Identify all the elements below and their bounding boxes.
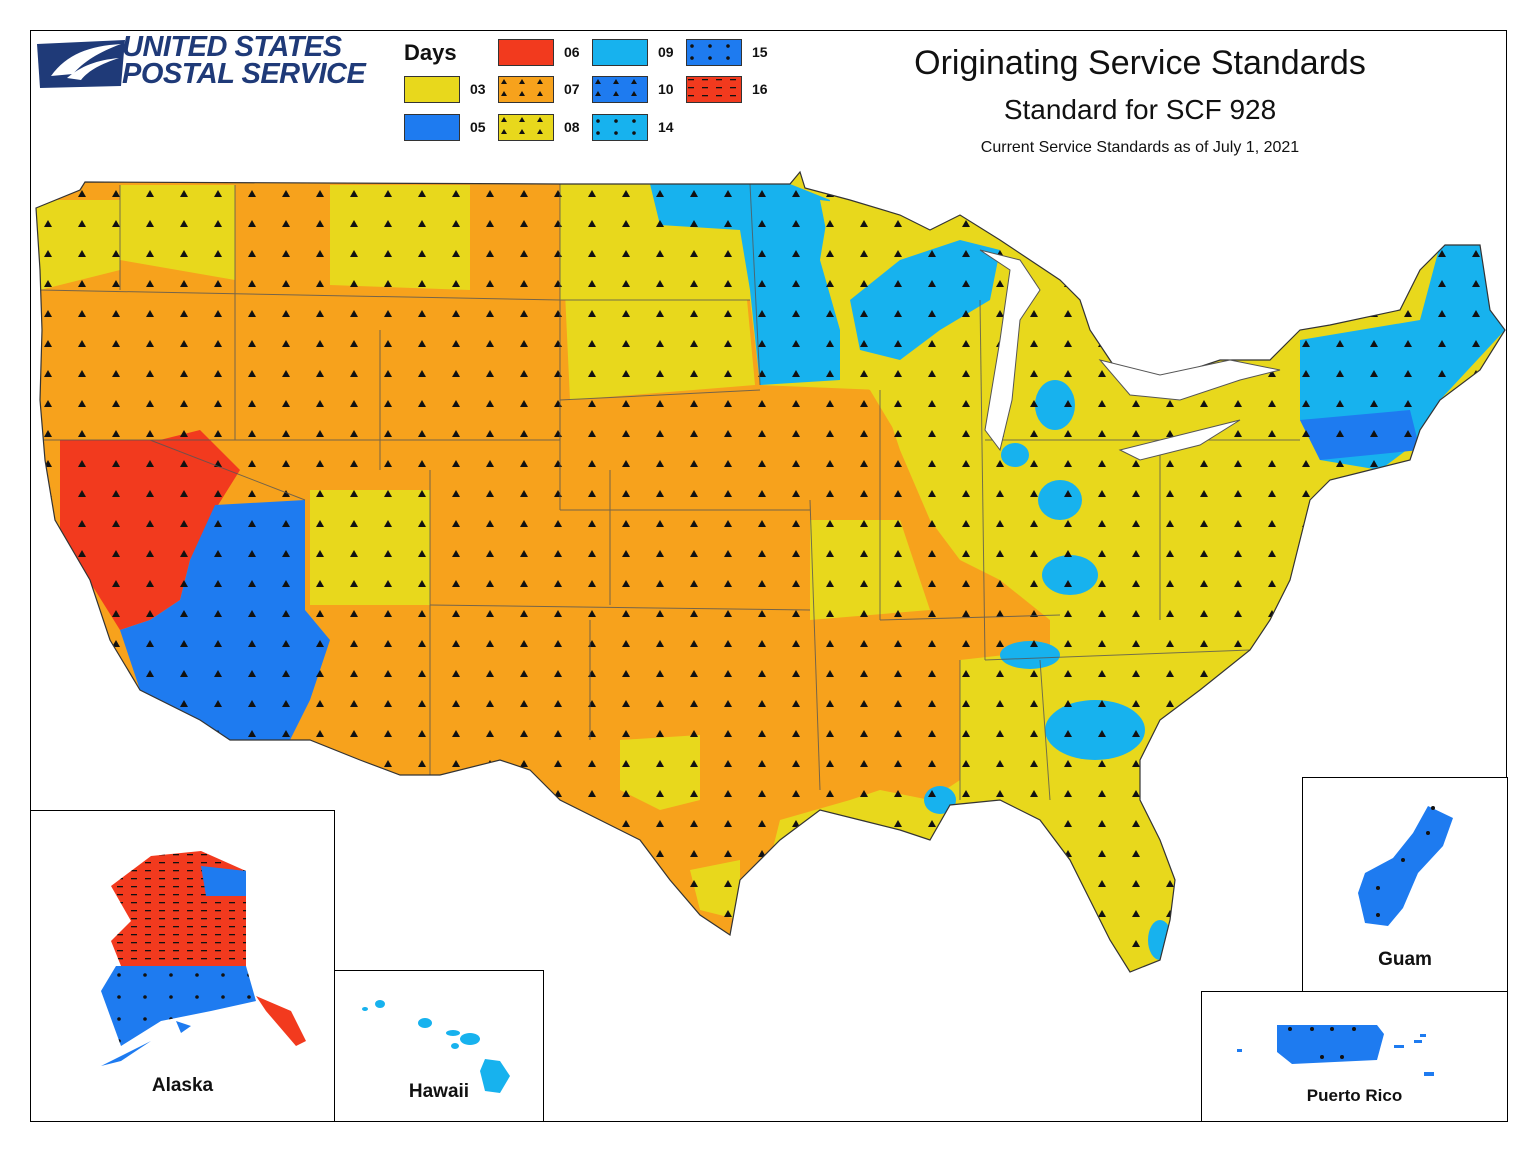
logo-line-2: POSTAL SERVICE xyxy=(122,58,366,90)
hawaii-label: Hawaii xyxy=(408,1081,470,1102)
legend-label-15: 15 xyxy=(752,44,768,60)
puerto-rico-map xyxy=(1237,1025,1434,1076)
guam-inset: Guam xyxy=(1302,777,1508,992)
legend-swatch-08 xyxy=(498,114,554,141)
usps-eagle-logo xyxy=(37,40,125,88)
legend-title: Days xyxy=(404,40,457,65)
legend-label-07: 07 xyxy=(564,81,580,97)
legend-swatch-14 xyxy=(592,114,648,141)
as-of-date: Current Service Standards as of July 1, … xyxy=(980,139,1300,156)
legend-label-08: 08 xyxy=(564,119,580,135)
map-frame xyxy=(30,30,1507,1122)
guam-map xyxy=(1358,806,1453,926)
legend-swatch-16 xyxy=(686,76,742,103)
legend-swatch-03 xyxy=(404,76,460,103)
map-title: Originating Service Standards xyxy=(914,44,1366,82)
legend-label-10: 10 xyxy=(658,81,674,97)
legend-label-03: 03 xyxy=(470,81,486,97)
legend-label-06: 06 xyxy=(564,44,580,60)
guam-label: Guam xyxy=(1378,949,1432,970)
map-subtitle: Standard for SCF 928 xyxy=(1003,94,1277,125)
legend-swatch-10 xyxy=(592,76,648,103)
legend-swatch-07 xyxy=(498,76,554,103)
legend-label-09: 09 xyxy=(658,44,674,60)
puerto-rico-inset: Puerto Rico xyxy=(1201,991,1508,1122)
hawaii-inset: Hawaii xyxy=(334,970,544,1122)
legend-swatch-09 xyxy=(592,39,648,66)
legend-swatch-05 xyxy=(404,114,460,141)
legend-swatch-15 xyxy=(686,39,742,66)
legend-label-16: 16 xyxy=(752,81,768,97)
hawaii-map xyxy=(362,1000,510,1093)
logo-line-1: UNITED STATES xyxy=(122,31,342,63)
legend-swatch-06 xyxy=(498,39,554,66)
legend-label-14: 14 xyxy=(658,119,674,135)
legend-label-05: 05 xyxy=(470,119,486,135)
alaska-label: Alaska xyxy=(151,1075,214,1096)
usps-wordmark: UNITED STATES POSTAL SERVICE xyxy=(122,31,372,90)
puerto-rico-label: Puerto Rico xyxy=(1306,1086,1403,1105)
alaska-inset: Alaska xyxy=(30,810,335,1122)
alaska-map xyxy=(101,851,306,1066)
